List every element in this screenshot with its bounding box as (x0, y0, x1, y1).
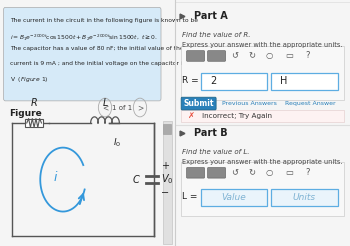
FancyBboxPatch shape (201, 189, 267, 206)
Text: 2: 2 (210, 77, 216, 86)
FancyBboxPatch shape (181, 97, 216, 110)
Text: $I_0$: $I_0$ (113, 137, 121, 149)
FancyBboxPatch shape (4, 7, 161, 101)
Text: Express your answer with the appropriate units.: Express your answer with the appropriate… (182, 159, 343, 165)
Text: Express your answer with the appropriate units.: Express your answer with the appropriate… (182, 42, 343, 48)
FancyBboxPatch shape (208, 51, 225, 61)
Text: Part B: Part B (194, 128, 228, 138)
FancyBboxPatch shape (201, 73, 267, 90)
FancyBboxPatch shape (163, 124, 171, 134)
Text: ↺: ↺ (231, 168, 238, 177)
Text: V  $\it{(Figure\ 1)}$: V $\it{(Figure\ 1)}$ (10, 75, 49, 84)
Text: $i = B_1 e^{-2000t}\cos1500t + B_2 e^{-2000t}\sin1500t,\ t \geq 0.$: $i = B_1 e^{-2000t}\cos1500t + B_2 e^{-2… (10, 32, 158, 43)
Text: Part A: Part A (194, 11, 228, 21)
Text: current is 9 mA ; and the initial voltage on the capacitor is -33: current is 9 mA ; and the initial voltag… (10, 61, 198, 65)
Text: Figure: Figure (9, 109, 42, 119)
Text: ?: ? (306, 51, 310, 60)
Text: The current in the circuit in the following figure is known to be: The current in the circuit in the follow… (10, 18, 198, 23)
Text: >: > (137, 103, 143, 112)
Text: ○: ○ (266, 168, 273, 177)
Text: −: − (161, 188, 169, 198)
Text: Find the value of L.: Find the value of L. (182, 149, 250, 155)
Text: The capacitor has a value of 80 nF; the initial value of the: The capacitor has a value of 80 nF; the … (10, 46, 184, 51)
FancyBboxPatch shape (271, 189, 338, 206)
Text: ○: ○ (266, 51, 273, 60)
Text: H: H (280, 77, 287, 86)
Text: 1 of 1: 1 of 1 (112, 105, 133, 110)
FancyBboxPatch shape (181, 110, 344, 122)
Text: Request Answer: Request Answer (285, 101, 336, 106)
Text: Value: Value (221, 193, 246, 202)
FancyBboxPatch shape (208, 168, 225, 178)
Text: ✗: ✗ (187, 111, 194, 120)
Text: ▭: ▭ (285, 168, 293, 177)
Text: <: < (102, 103, 108, 112)
Text: Incorrect; Try Again: Incorrect; Try Again (202, 113, 272, 119)
Text: ↻: ↻ (248, 51, 256, 60)
Text: ?: ? (306, 168, 310, 177)
Text: ↺: ↺ (231, 51, 238, 60)
FancyBboxPatch shape (26, 119, 43, 127)
Text: L: L (102, 98, 108, 108)
Text: R =: R = (182, 76, 199, 85)
Text: Find the value of R.: Find the value of R. (182, 32, 251, 38)
FancyBboxPatch shape (163, 121, 172, 244)
FancyBboxPatch shape (181, 162, 344, 216)
FancyBboxPatch shape (181, 46, 344, 100)
Text: Units: Units (293, 193, 316, 202)
Text: $V_0$: $V_0$ (161, 173, 174, 186)
Text: Previous Answers: Previous Answers (222, 101, 277, 106)
Text: ↻: ↻ (248, 168, 256, 177)
FancyBboxPatch shape (187, 168, 204, 178)
Text: $i$: $i$ (53, 170, 59, 184)
Text: ▭: ▭ (285, 51, 293, 60)
FancyBboxPatch shape (187, 51, 204, 61)
FancyBboxPatch shape (271, 73, 338, 90)
Text: +: + (161, 161, 169, 171)
Text: C: C (132, 175, 139, 184)
Text: R: R (31, 98, 37, 108)
Text: L =: L = (182, 192, 197, 201)
Text: Submit: Submit (183, 99, 214, 108)
